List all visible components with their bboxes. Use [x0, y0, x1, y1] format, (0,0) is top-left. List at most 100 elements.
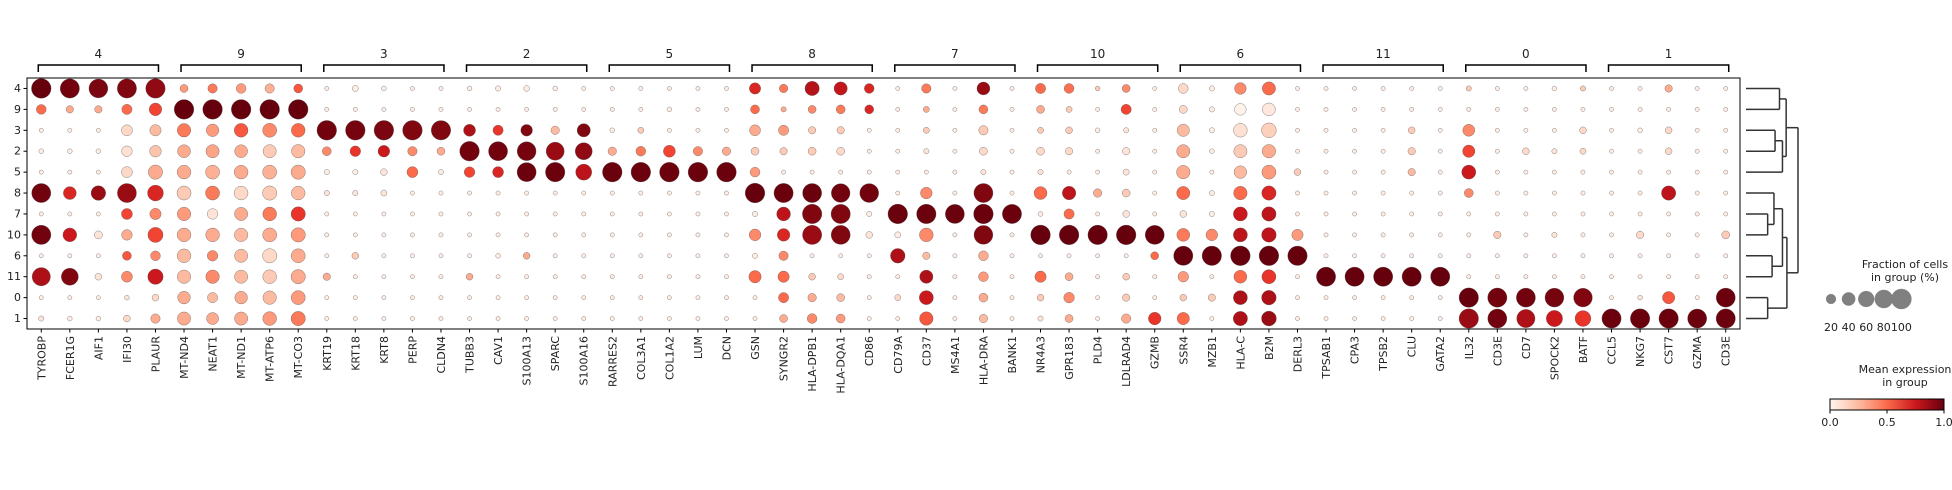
dot: [749, 167, 761, 178]
dot: [1209, 85, 1215, 92]
dot: [67, 315, 73, 322]
dot: [1522, 147, 1530, 155]
x-tick-label: KRT18: [349, 336, 362, 371]
dot: [638, 274, 644, 279]
dot: [749, 228, 762, 241]
dot: [1636, 230, 1644, 239]
dot: [467, 253, 472, 259]
dot: [807, 313, 818, 324]
dot: [353, 295, 358, 300]
dot: [380, 168, 388, 176]
dot: [1437, 211, 1443, 217]
dot: [552, 253, 558, 259]
dot: [1580, 274, 1586, 279]
dot: [96, 295, 101, 300]
dot: [1409, 253, 1414, 259]
dot: [1037, 127, 1044, 134]
dot: [724, 86, 729, 91]
dot: [1523, 190, 1529, 196]
dot: [1551, 148, 1558, 155]
dot: [866, 316, 872, 321]
dot: [31, 78, 52, 99]
dot: [609, 295, 615, 300]
colorbar-tick-label: 0.5: [1878, 416, 1896, 429]
dot: [1352, 253, 1357, 259]
dot: [176, 165, 192, 180]
dot: [1723, 107, 1729, 112]
dot: [1516, 287, 1536, 308]
size-legend-tick-label: 100: [1891, 321, 1912, 334]
x-tick-label: SPOCK2: [1548, 336, 1561, 380]
dot: [1123, 127, 1129, 134]
dot: [804, 81, 820, 96]
dot: [1205, 228, 1218, 241]
dot: [373, 120, 394, 141]
dot: [724, 295, 729, 300]
dot: [1637, 127, 1643, 133]
dot: [894, 231, 901, 239]
x-tick-label: DCN: [720, 336, 733, 360]
dot: [349, 145, 361, 157]
x-tick-label: TPSB2: [1377, 336, 1390, 372]
x-tick-label: COL1A2: [663, 336, 676, 380]
dot: [778, 250, 789, 261]
dot: [88, 78, 108, 99]
dot: [1495, 211, 1500, 217]
dot: [323, 190, 330, 196]
dot: [1261, 227, 1277, 243]
dot: [887, 203, 908, 224]
dot: [752, 211, 758, 217]
dot: [1380, 190, 1386, 196]
dot: [890, 248, 906, 264]
dot: [290, 206, 306, 222]
dot: [802, 183, 822, 203]
dot: [1694, 274, 1700, 279]
dot: [1552, 107, 1557, 112]
dot: [1715, 308, 1736, 329]
dot: [1373, 266, 1393, 287]
dot: [1380, 128, 1386, 133]
dot: [1295, 190, 1300, 196]
dot: [67, 295, 73, 300]
dot: [1546, 310, 1563, 327]
dot: [463, 124, 476, 137]
y-tick-label: 2: [14, 145, 21, 158]
dot: [67, 128, 73, 133]
dot: [96, 169, 101, 175]
dot: [575, 163, 592, 181]
dot: [638, 253, 644, 259]
group-bracket: [608, 64, 731, 72]
dot: [1122, 168, 1130, 176]
dot: [1552, 274, 1557, 279]
dot: [291, 185, 306, 201]
dot: [1723, 253, 1729, 259]
dot: [1323, 86, 1329, 91]
x-tick-label: S100A13: [521, 336, 534, 386]
dot: [952, 190, 958, 196]
dot: [459, 141, 480, 162]
dot: [1352, 190, 1357, 196]
dot: [1352, 86, 1357, 91]
dot: [749, 82, 761, 95]
dot: [1721, 230, 1730, 240]
dot: [121, 124, 133, 136]
dot: [575, 142, 593, 160]
dot: [1323, 316, 1329, 321]
dot: [1495, 86, 1500, 91]
dot: [724, 211, 729, 217]
dot: [836, 313, 846, 324]
dot: [492, 124, 504, 136]
size-legend-dot: [1825, 293, 1837, 305]
dot: [1437, 169, 1443, 175]
dot: [695, 232, 701, 238]
dot: [1723, 190, 1729, 196]
dot: [96, 211, 101, 217]
dot: [121, 271, 133, 283]
dot: [802, 225, 822, 245]
dot: [234, 248, 248, 263]
dot: [293, 83, 303, 94]
dot: [1233, 290, 1248, 305]
x-tick-label: CD86: [863, 336, 876, 366]
dot: [495, 274, 501, 279]
dot: [1495, 148, 1500, 154]
